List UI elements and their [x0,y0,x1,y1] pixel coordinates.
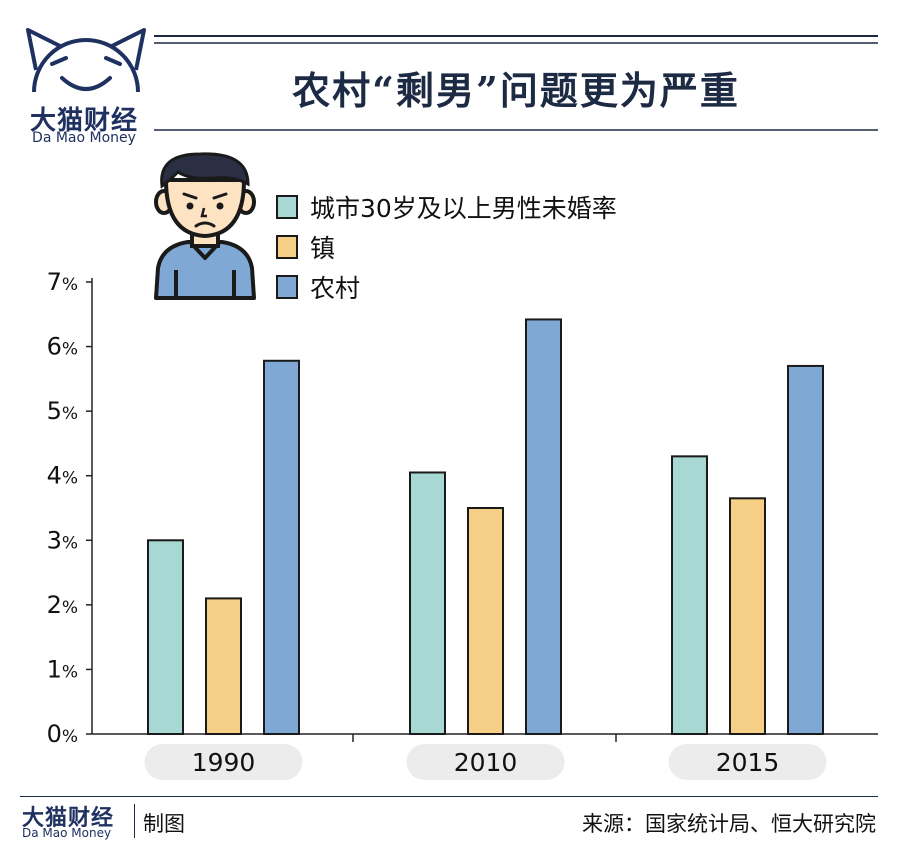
x-category-label: 2010 [454,748,518,777]
y-tick-label: 0% [47,720,78,748]
legend-item-town: 镇 [276,232,336,263]
legend-label-urban: 城市30岁及以上男性未婚率 [310,194,617,223]
chart-title: 农村“剩男”问题更为严重 [292,68,740,113]
legend-swatch-town [276,235,298,259]
legend-swatch-rural [276,275,298,299]
bar-rural-1990 [263,359,300,736]
y-tick-label: 3% [47,526,78,554]
bar-town-2010 [467,507,504,735]
title-rules [154,35,878,131]
bar-town-2015 [729,497,766,735]
x-category-label: 2015 [716,748,780,777]
y-tick-label: 2% [47,591,78,619]
bar-urban-2010 [409,471,446,735]
legend-item-rural: 农村 [276,272,361,303]
footer-divider [134,804,135,838]
y-tick-label: 7% [47,268,78,296]
legend-label-town: 镇 [310,234,336,263]
y-tick-label: 6% [47,333,78,361]
footer-brand-cn: 大猫财经 [22,806,115,831]
cat-face-logo-icon [26,28,146,93]
bar-urban-1990 [147,539,184,735]
x-category-pill [406,744,565,780]
bar-rural-2015 [787,364,824,735]
footer-brand-en: Da Mao Money [22,826,112,840]
bar-urban-2015 [671,455,708,735]
bar-chart: 0% 1% 2% 3% 4% 5% 6% 7% 1990 2010 2015 [47,268,878,780]
footer-source: 来源：国家统计局、恒大研究院 [582,812,876,836]
bar-rural-2010 [525,318,562,736]
x-category-pill [668,744,827,780]
sad-man-icon [154,152,256,300]
legend-item-urban: 城市30岁及以上男性未婚率 [276,192,617,223]
y-tick-label: 4% [47,462,78,490]
footer-rule [20,796,878,797]
x-category-pill [144,744,303,780]
x-category-label: 1990 [192,748,256,777]
legend-label-rural: 农村 [310,274,361,303]
y-tick-label: 1% [47,655,78,683]
legend-swatch-urban [276,195,298,219]
brand-name-cn: 大猫财经 [29,106,138,136]
y-tick-label: 5% [47,397,78,425]
bar-town-1990 [205,597,242,735]
brand-name-en: Da Mao Money [32,130,136,146]
footer-made-by: 制图 [143,812,185,836]
